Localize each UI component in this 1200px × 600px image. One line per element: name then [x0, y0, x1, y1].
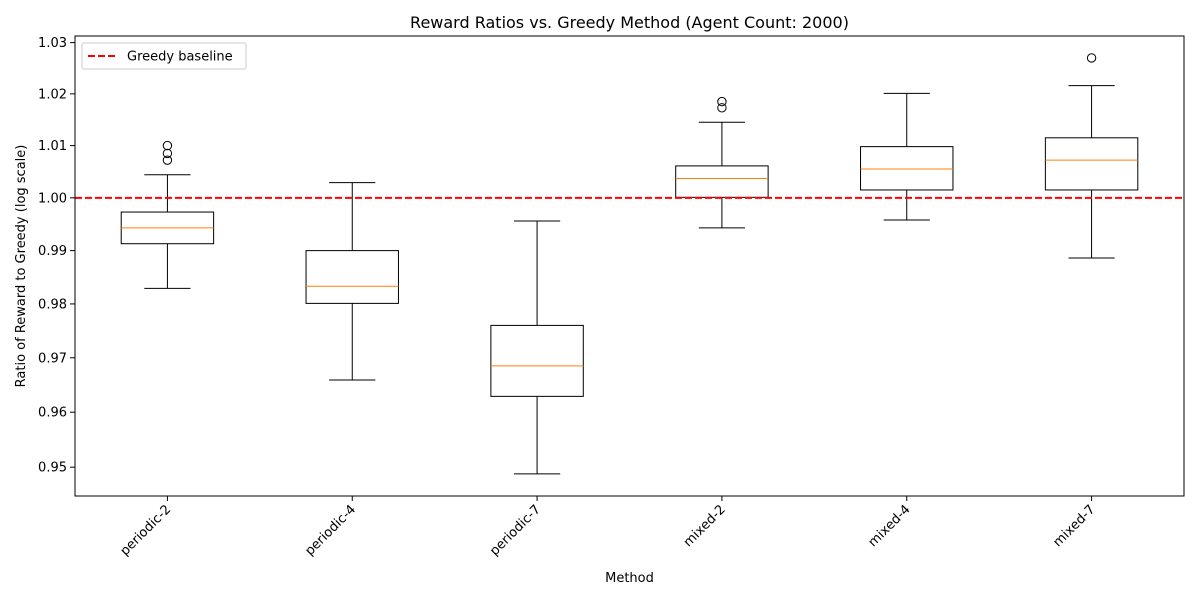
- outlier-point: [717, 103, 727, 113]
- y-axis-label: Ratio of Reward to Greedy (log scale): [14, 145, 29, 388]
- outlier-point: [162, 155, 173, 165]
- outlier-point: [162, 148, 173, 159]
- iqr-box: [305, 250, 399, 304]
- y-tick-label: 0.99: [38, 244, 67, 259]
- iqr-box: [1044, 137, 1139, 191]
- y-tick-label: 1.03: [38, 36, 67, 51]
- outlier-point: [162, 140, 173, 151]
- box-periodic-7: [490, 220, 584, 475]
- y-tick-label: 0.96: [38, 406, 67, 421]
- y-tick-label: 0.97: [38, 351, 67, 366]
- box-periodic-2: [120, 140, 215, 289]
- y-tick-label: 1.01: [38, 139, 67, 154]
- iqr-box: [860, 146, 954, 191]
- y-tick-label: 0.95: [38, 461, 67, 476]
- plot-area: [75, 36, 1184, 496]
- outlier-point: [717, 96, 727, 107]
- box-mixed-4: [860, 92, 954, 221]
- y-tick-label: 1.02: [38, 87, 67, 102]
- box-series: [120, 53, 1139, 475]
- x-axis-label: Method: [605, 571, 654, 586]
- plot-frame: [74, 35, 1185, 497]
- box-mixed-7: [1044, 53, 1139, 259]
- legend-frame: [81, 42, 247, 70]
- y-tick-label: 1.00: [38, 191, 67, 206]
- box-periodic-4: [305, 182, 399, 381]
- chart-title: Reward Ratios vs. Greedy Method (Agent C…: [410, 13, 849, 32]
- iqr-box: [490, 324, 584, 397]
- legend: Greedy baseline: [81, 42, 247, 70]
- legend-label: Greedy baseline: [127, 50, 233, 65]
- y-axis: 0.95 0.96 0.97 0.98 0.99 1.00 1.01 1.02 1.03: [38, 36, 75, 476]
- y-tick-label: 0.98: [38, 297, 67, 312]
- outlier-point: [1086, 53, 1097, 63]
